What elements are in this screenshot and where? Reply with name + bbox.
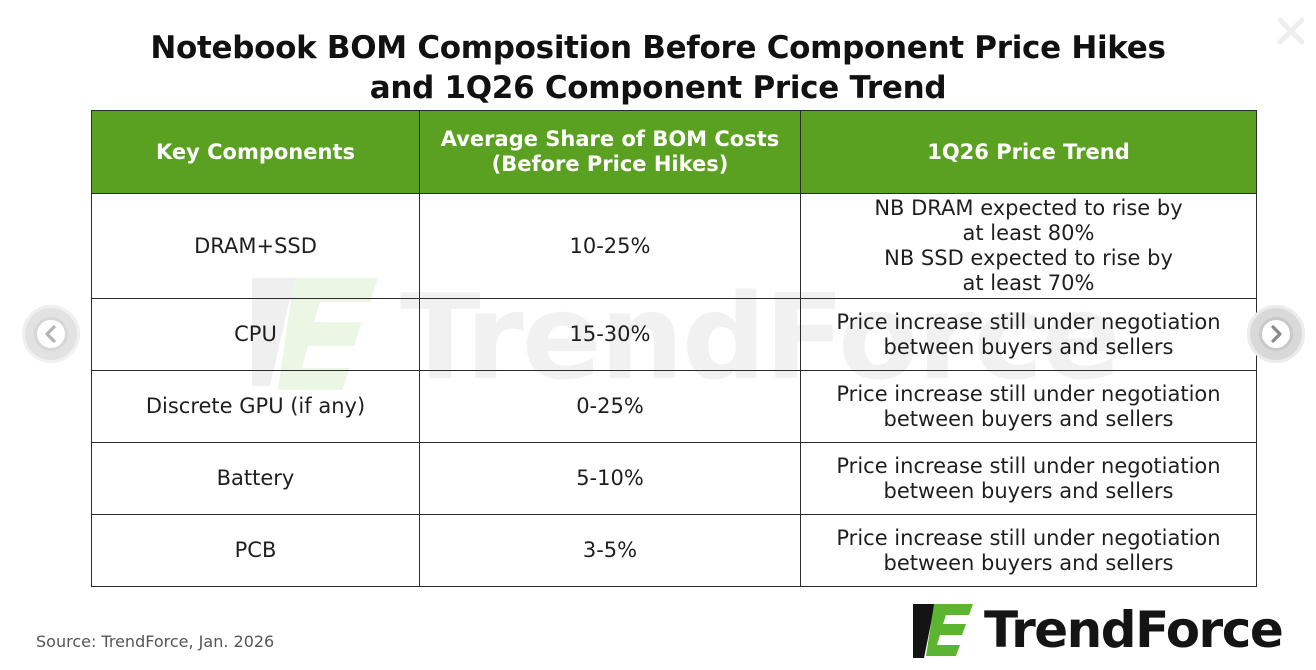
component-cell: CPU: [91, 298, 420, 371]
source-note: Source: TrendForce, Jan. 2026: [36, 632, 275, 651]
trend-line: NB DRAM expected to rise by: [874, 196, 1183, 220]
trend-cell: Price increase still under negotiation b…: [800, 298, 1257, 371]
trend-line: between buyers and sellers: [883, 550, 1174, 575]
trend-cell: NB DRAM expected to rise by at least 80%…: [800, 193, 1257, 299]
close-button[interactable]: [1274, 14, 1308, 48]
component-cell: DRAM+SSD: [91, 193, 420, 299]
table-row: Battery 5-10% Price increase still under…: [91, 442, 1257, 515]
slide-title: Notebook BOM Composition Before Componen…: [0, 28, 1316, 108]
trend-line: at least 70%: [962, 271, 1095, 295]
trend-line: NB SSD expected to rise by: [884, 246, 1173, 270]
trend-line: between buyers and sellers: [883, 334, 1174, 359]
table-row: PCB 3-5% Price increase still under nego…: [91, 514, 1257, 587]
trend-line: at least 80%: [962, 221, 1095, 245]
table-row: DRAM+SSD 10-25% NB DRAM expected to rise…: [91, 193, 1257, 299]
share-cell: 3-5%: [419, 514, 801, 587]
header-average-share: Average Share of BOM Costs (Before Price…: [419, 110, 801, 194]
trendforce-logo: TrendForce: [912, 598, 1284, 662]
table-row: CPU 15-30% Price increase still under ne…: [91, 298, 1257, 371]
trend-cell: Price increase still under negotiation b…: [800, 514, 1257, 587]
slide-title-line-1: Notebook BOM Composition Before Componen…: [150, 30, 1166, 66]
trend-line: Price increase still under negotiation: [836, 525, 1221, 550]
trend-line: between buyers and sellers: [883, 478, 1174, 503]
trend-line: between buyers and sellers: [883, 406, 1174, 431]
chevron-left-icon: [34, 317, 68, 351]
share-cell: 10-25%: [419, 193, 801, 299]
bom-table: Key Components Average Share of BOM Cost…: [91, 110, 1257, 587]
trend-line: Price increase still under negotiation: [836, 309, 1221, 334]
header-price-trend: 1Q26 Price Trend: [800, 110, 1257, 194]
next-slide-button[interactable]: [1247, 305, 1305, 363]
header-average-share-line-2: (Before Price Hikes): [491, 152, 729, 176]
table-row: Discrete GPU (if any) 0-25% Price increa…: [91, 370, 1257, 443]
brand-name: TrendForce: [984, 601, 1284, 659]
header-average-share-line-1: Average Share of BOM Costs: [440, 127, 780, 151]
share-cell: 5-10%: [419, 442, 801, 515]
trend-cell: Price increase still under negotiation b…: [800, 370, 1257, 443]
close-icon: [1277, 17, 1305, 45]
component-cell: Battery: [91, 442, 420, 515]
slide-title-line-2: and 1Q26 Component Price Trend: [369, 70, 947, 106]
table-header-row: Key Components Average Share of BOM Cost…: [91, 110, 1257, 194]
component-cell: PCB: [91, 514, 420, 587]
previous-slide-button[interactable]: [22, 305, 80, 363]
trendforce-logo-icon: [913, 604, 973, 658]
trend-line: Price increase still under negotiation: [836, 381, 1221, 406]
trend-line: Price increase still under negotiation: [836, 453, 1221, 478]
component-cell: Discrete GPU (if any): [91, 370, 420, 443]
trend-cell: Price increase still under negotiation b…: [800, 442, 1257, 515]
header-key-components: Key Components: [91, 110, 420, 194]
share-cell: 15-30%: [419, 298, 801, 371]
share-cell: 0-25%: [419, 370, 801, 443]
chevron-right-icon: [1259, 317, 1293, 351]
